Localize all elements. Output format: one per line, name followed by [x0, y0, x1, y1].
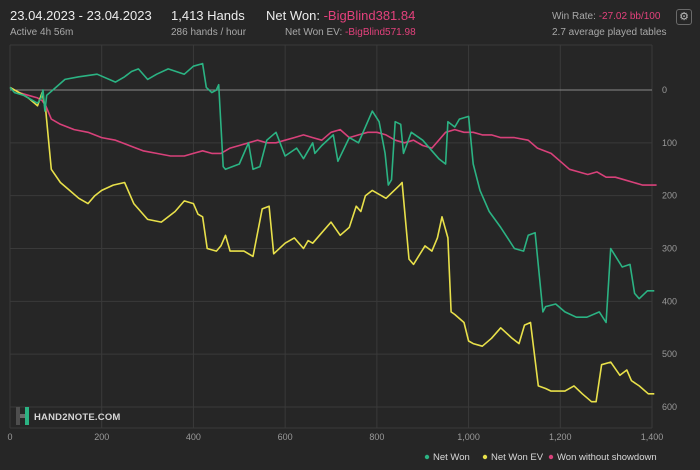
net-won-ev: Net Won EV: -BigBlind571.98	[285, 27, 416, 38]
avg-played-tables: 2.7 average played tables	[552, 27, 667, 38]
x-tick-label: 1,000	[457, 432, 480, 442]
x-tick-label: 0	[7, 432, 12, 442]
x-tick-label: 1,400	[641, 432, 664, 442]
x-tick-label: 1,200	[549, 432, 572, 442]
win-rate-value: -27.02 bb/100	[598, 11, 661, 22]
win-rate-label: Win Rate:	[552, 11, 599, 22]
chart-series	[9, 62, 657, 403]
win-rate: Win Rate: -27.02 bb/100	[552, 11, 660, 22]
x-tick-label: 200	[94, 432, 109, 442]
net-won-ev-label: Net Won EV:	[285, 27, 346, 38]
legend-marker-net-won-ev	[482, 454, 488, 460]
active-duration: Active 4h 56m	[10, 27, 74, 38]
hands-per-hour: 286 hands / hour	[171, 27, 247, 38]
y-tick-label: 0	[662, 85, 667, 95]
x-tick-label: 400	[186, 432, 201, 442]
series-line-net-won-ev	[9, 86, 655, 403]
series-line-net-won	[9, 62, 655, 324]
net-won-label: Net Won:	[266, 8, 324, 23]
gear-icon[interactable]: ⚙	[676, 9, 692, 25]
y-tick-label: 500	[662, 349, 677, 359]
y-tick-label: 200	[662, 191, 677, 201]
chart-axis-ticks: 0 200 400 600 800 1,000 1,200 1,400 0 100 200 300 40…	[7, 85, 677, 442]
logo-text: HAND2NOTE.COM	[34, 412, 121, 423]
legend-marker-won-without-showdown	[548, 454, 554, 460]
legend-label-won-without-showdown: Won without showdown	[557, 452, 657, 463]
chart-grid	[9, 44, 653, 429]
x-tick-label: 800	[369, 432, 384, 442]
y-tick-label: 400	[662, 296, 677, 306]
stats-header: 23.04.2023 - 23.04.2023 Active 4h 56m 1,…	[0, 0, 700, 42]
legend-marker-net-won	[424, 454, 430, 460]
y-tick-label: 300	[662, 244, 677, 254]
legend-label-net-won-ev: Net Won EV	[491, 452, 544, 463]
h2n-logo: HAND2NOTE.COM	[16, 407, 121, 425]
net-won-ev-value: -BigBlind571.98	[345, 27, 416, 38]
net-won: Net Won: -BigBlind381.84	[266, 8, 415, 23]
y-tick-label: 100	[662, 138, 677, 148]
date-range: 23.04.2023 - 23.04.2023	[10, 8, 152, 23]
y-tick-label: 600	[662, 402, 677, 412]
net-won-value: -BigBlind381.84	[323, 8, 416, 23]
legend-label-net-won: Net Won	[433, 452, 470, 463]
hands-count: 1,413 Hands	[171, 8, 245, 23]
chart-legend: Net Won Net Won EV Won without showdown	[424, 452, 657, 463]
x-tick-label: 600	[278, 432, 293, 442]
